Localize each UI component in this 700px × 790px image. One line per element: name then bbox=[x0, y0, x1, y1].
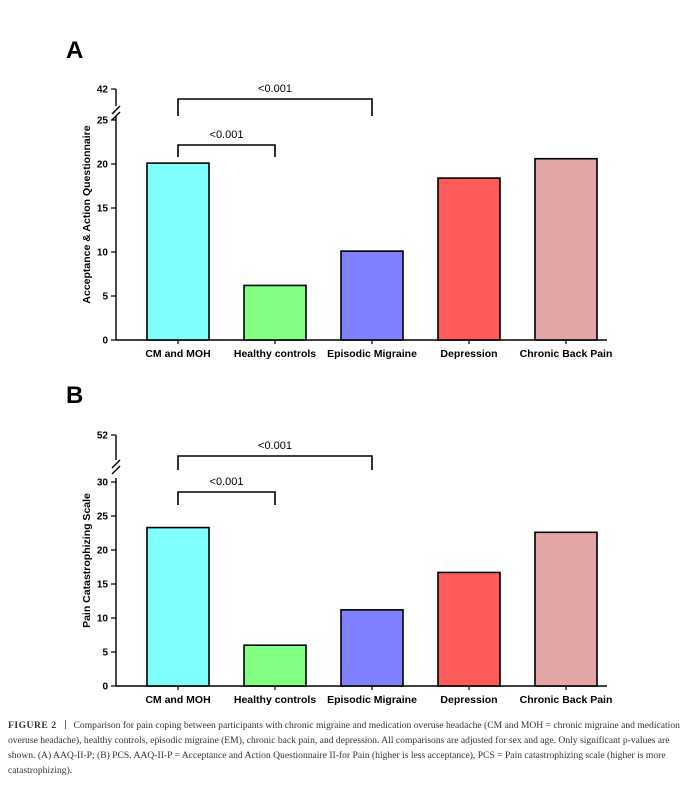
panel-b-axis-break-mark bbox=[111, 459, 121, 469]
panel-a-bar-healthy-controls bbox=[243, 284, 307, 341]
panel-b-y-tick-label: 30 bbox=[97, 478, 109, 489]
panel-a-p-value-label: <0.001 bbox=[210, 129, 244, 141]
panel-a-y-tick-label-top: 42 bbox=[97, 85, 109, 96]
panel-b-bar-depression bbox=[437, 571, 501, 687]
panel-a-y-tick-label: 25 bbox=[97, 116, 109, 127]
panel-a-bar-chronic-back-pain bbox=[534, 157, 598, 341]
panel-a-x-tick-label: Healthy controls bbox=[234, 348, 316, 360]
panel-b-bar-cm-and-moh bbox=[146, 526, 210, 687]
panel-b-y-tick-label: 10 bbox=[97, 614, 109, 625]
panel-a-x-tick-label: Chronic Back Pain bbox=[520, 348, 613, 360]
panel-b-y-tick-label: 15 bbox=[97, 580, 109, 591]
panel-b-p-value-label: <0.001 bbox=[258, 440, 292, 452]
panel-b-y-tick-label: 25 bbox=[97, 512, 109, 523]
panel-a-y-tick-label: 5 bbox=[102, 292, 108, 303]
figure-canvas: A 0 5 10 15 20 25 42 Acceptance & Action Questio… bbox=[66, 37, 613, 706]
figure-caption: FIGURE 2 Comparison for pain coping betwe… bbox=[8, 718, 692, 778]
panel-b-bar-episodic-migraine bbox=[340, 609, 404, 687]
figure-label: FIGURE 2 bbox=[8, 720, 57, 731]
panel-a-y-tick-label: 10 bbox=[97, 248, 109, 259]
panel-b-x-tick-label: Chronic Back Pain bbox=[520, 694, 613, 706]
panel-b-x-tick-label: Episodic Migraine bbox=[327, 694, 417, 706]
panel-a-x-tick-label: Depression bbox=[440, 348, 497, 360]
panel-b-letter: B bbox=[66, 382, 83, 409]
panel-a-bar-depression bbox=[437, 177, 501, 341]
caption-separator bbox=[64, 720, 66, 729]
panel-b-bar-healthy-controls bbox=[243, 644, 307, 687]
panel-b-bar-chronic-back-pain bbox=[534, 531, 598, 687]
panel-a-y-axis-label: Acceptance & Action Questionnaire bbox=[81, 125, 93, 303]
panel-a-significance-bracket bbox=[177, 98, 373, 116]
panel-b-axis-break-mark bbox=[111, 465, 121, 475]
panel-a-p-value-label: <0.001 bbox=[258, 83, 292, 95]
caption-text: Comparison for pain coping between parti… bbox=[8, 720, 680, 776]
panel-b-y-axis-label: Pain Catastrophizing Scale bbox=[81, 493, 93, 628]
panel-a-y-tick-label: 15 bbox=[97, 204, 109, 215]
panel-a-letter: A bbox=[66, 37, 83, 64]
panel-a-bar-cm-and-moh bbox=[146, 162, 210, 341]
panel-a-significance-bracket bbox=[177, 144, 276, 157]
panel-b-x-tick-label: Depression bbox=[440, 694, 497, 706]
panel-b-significance-bracket bbox=[177, 455, 373, 470]
panel-b-y-tick-label-top: 52 bbox=[97, 431, 109, 442]
panel-b-x-tick-label: CM and MOH bbox=[145, 694, 210, 706]
panel-a-axis-break-mark bbox=[111, 111, 121, 121]
panel-a-x-tick-label: CM and MOH bbox=[145, 348, 210, 360]
panel-b-x-tick-label: Healthy controls bbox=[234, 694, 316, 706]
panel-a-axis-break-mark bbox=[111, 105, 121, 115]
panel-a-x-tick-label: Episodic Migraine bbox=[327, 348, 417, 360]
panel-b-y-tick-label: 5 bbox=[102, 648, 108, 659]
panel-a-y-tick-label: 20 bbox=[97, 160, 109, 171]
panel-b-y-tick-label: 0 bbox=[102, 682, 108, 693]
panel-b-p-value-label: <0.001 bbox=[210, 476, 244, 488]
panel-a-bar-episodic-migraine bbox=[340, 250, 404, 341]
panel-a-y-tick-label: 0 bbox=[102, 336, 108, 347]
panel-b-significance-bracket bbox=[177, 491, 276, 505]
panel-b-y-tick-label: 20 bbox=[97, 546, 109, 557]
